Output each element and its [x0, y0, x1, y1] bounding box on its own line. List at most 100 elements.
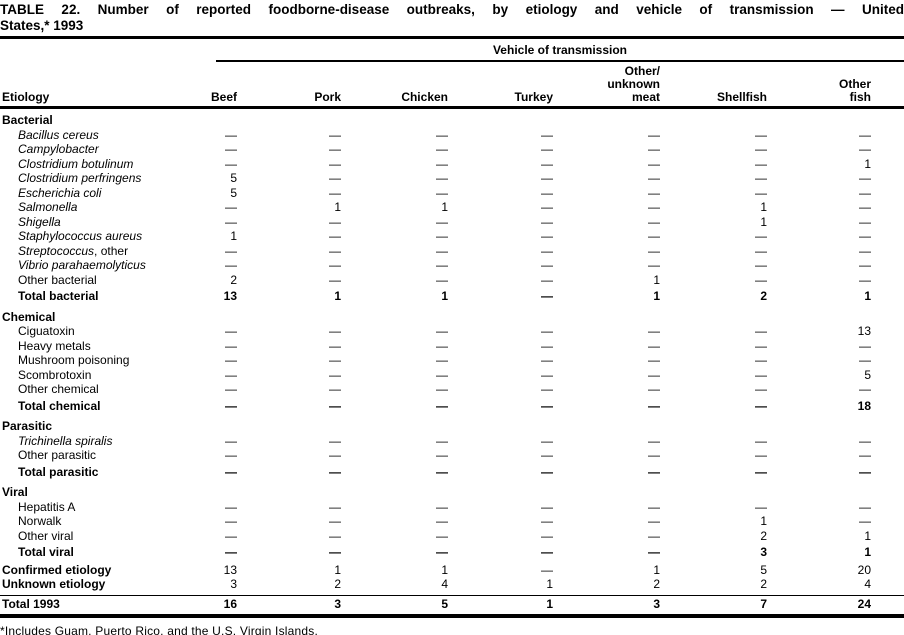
value-cell: —: [755, 338, 767, 353]
value-cell: 2: [653, 577, 660, 591]
value-cell: 2: [760, 289, 767, 303]
value-cell: —: [541, 171, 553, 185]
value-cell: 5: [230, 171, 237, 185]
value-cell: —: [541, 382, 553, 396]
value-cell: 3: [230, 577, 237, 591]
row-label-text: Total viral: [18, 545, 74, 559]
value-cell: —: [755, 398, 767, 413]
column-header-other-fish: Other fish: [838, 77, 871, 104]
row-label-text: Other parasitic: [18, 448, 97, 462]
value-cell: —: [225, 367, 237, 382]
value-cell: —: [648, 200, 660, 214]
value-cell: —: [541, 142, 553, 156]
value-cell: —: [648, 214, 660, 229]
footnote: *Includes Guam, Puerto Rico, and the U.S…: [0, 623, 319, 635]
value-cell: —: [541, 214, 553, 229]
value-cell: —: [859, 499, 871, 514]
row-label-text: Hepatitis A: [18, 499, 76, 514]
value-cell: —: [329, 433, 341, 448]
value-cell: —: [329, 448, 341, 462]
value-cell: 3: [334, 597, 341, 611]
value-cell: —: [541, 243, 553, 258]
value-cell: —: [541, 258, 553, 272]
row-label-text: Salmonella: [18, 200, 78, 214]
etiology-section: Parasitic Trichinella spiralis — — — — — — — Othe…: [0, 419, 904, 479]
value-cell: —: [755, 272, 767, 287]
row-label: Other chemical: [0, 382, 150, 397]
value-cell: 24: [857, 597, 871, 611]
row-label: Other bacterial: [0, 273, 150, 288]
etiology-row: Hepatitis A — — — — — — —: [0, 500, 871, 515]
value-cell: —: [225, 528, 237, 543]
value-cell: 5: [230, 185, 237, 200]
value-cell: —: [755, 258, 767, 272]
row-label: Vibrio parahaemolyticus: [0, 258, 150, 273]
section-header: Bacterial: [2, 113, 53, 127]
value-cell: —: [436, 338, 448, 353]
value-cell: —: [648, 338, 660, 353]
row-label: Total bacterial: [0, 289, 150, 304]
value-cell: —: [541, 229, 553, 243]
grand-total-row-container: Total 1993 16 3 5 1 3 7 24: [0, 597, 904, 612]
value-cell: —: [329, 353, 341, 367]
value-cell: —: [329, 367, 341, 382]
value-cell: —: [755, 382, 767, 396]
value-cell: 1: [760, 200, 767, 214]
value-cell: —: [541, 272, 553, 287]
value-cell: —: [648, 324, 660, 338]
row-label-text: Total bacterial: [18, 289, 99, 303]
value-cell: —: [541, 528, 553, 543]
value-cell: —: [859, 142, 871, 156]
value-cell: 1: [334, 562, 341, 577]
value-cell: —: [436, 464, 448, 479]
value-cell: —: [541, 200, 553, 214]
etiology-section: Chemical Ciguatoxin — — — — — —13 Heavy metals — —…: [0, 310, 904, 414]
value-cell: —: [225, 464, 237, 479]
value-cell: —: [436, 382, 448, 396]
value-cell: 2: [230, 272, 237, 287]
value-cell: —: [755, 367, 767, 382]
column-header-chicken: Chicken: [401, 90, 448, 104]
value-cell: —: [436, 324, 448, 338]
value-cell: —: [436, 156, 448, 171]
value-cell: 4: [864, 577, 871, 591]
value-cell: 20: [857, 562, 871, 577]
column-header-etiology: Etiology: [2, 90, 50, 104]
value-cell: —: [755, 448, 767, 462]
value-cell: 1: [441, 200, 448, 214]
value-cell: —: [648, 398, 660, 413]
section-header: Parasitic: [2, 419, 53, 433]
value-cell: —: [329, 272, 341, 287]
value-cell: —: [859, 382, 871, 396]
value-cell: —: [859, 243, 871, 258]
value-cell: —: [541, 514, 553, 528]
value-cell: —: [755, 142, 767, 156]
table-title-line1: TABLE 22. Number of reported foodborne-d…: [0, 2, 904, 17]
row-label: Clostridium perfringens: [0, 171, 150, 186]
value-cell: 1: [334, 200, 341, 214]
value-cell: —: [859, 448, 871, 462]
etiology-row: Norwalk — — — — — 1 —: [0, 514, 871, 529]
section-total-row: Total chemical — — — — — — 18: [0, 399, 871, 414]
value-cell: —: [329, 398, 341, 413]
value-cell: 2: [760, 528, 767, 543]
row-label-text: Other bacterial: [18, 272, 97, 287]
value-cell: 1: [653, 289, 660, 303]
value-cell: —: [225, 156, 237, 171]
header-bottom-rule: [0, 106, 904, 109]
summary-rows: Confirmed etiology 13 1 1—1 5 20 Unknown etiol…: [0, 563, 904, 592]
grand-total-top-rule: [0, 594, 904, 596]
row-label: Escherichia coli: [0, 186, 150, 201]
row-label: Other parasitic: [0, 448, 150, 463]
etiology-row: Bacillus cereus — — — — — — —: [0, 128, 871, 143]
value-cell: 16: [223, 597, 237, 611]
value-cell: —: [541, 127, 553, 142]
etiology-row: Ciguatoxin — — — — — — 13: [0, 324, 871, 339]
row-label: Ciguatoxin: [0, 324, 150, 339]
value-cell: —: [225, 243, 237, 258]
section-total-row: Total viral — — — — — 3 1: [0, 545, 871, 560]
value-cell: —: [755, 127, 767, 142]
row-label-text: Staphylococcus aureus: [18, 229, 143, 243]
value-cell: —: [859, 433, 871, 448]
value-cell: —: [225, 142, 237, 156]
